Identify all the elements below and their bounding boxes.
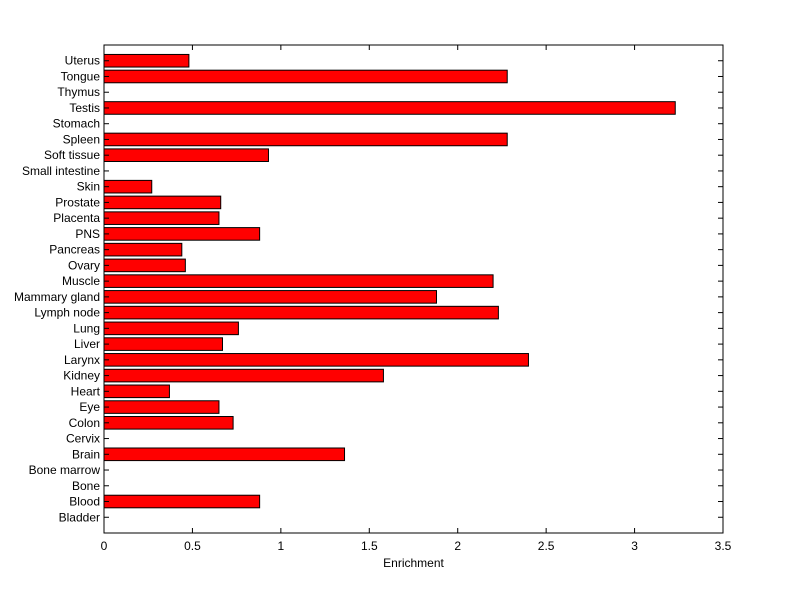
x-tick-label: 3.5	[715, 539, 732, 553]
bar	[103, 211, 220, 225]
y-tick-label: PNS	[75, 227, 100, 241]
x-tick-label: 1	[278, 539, 285, 553]
bar	[103, 494, 261, 509]
y-tick-label: Thymus	[57, 85, 100, 99]
y-tick-label: Ovary	[68, 258, 100, 272]
y-tick-label: Heart	[71, 384, 101, 398]
bar	[103, 258, 186, 273]
bar	[103, 101, 676, 115]
x-tick-label: 2.5	[538, 539, 555, 553]
y-tick-label: Tongue	[61, 69, 101, 83]
bar	[103, 447, 346, 462]
x-tick-label: 3	[631, 539, 638, 553]
y-tick-label: Cervix	[66, 432, 100, 446]
y-tick-label: Placenta	[53, 211, 100, 225]
y-tick-label: Lung	[73, 321, 100, 335]
bar	[103, 416, 234, 430]
y-tick-label: Eye	[79, 400, 100, 414]
y-tick-label: Mammary gland	[14, 290, 100, 304]
y-tick-label: Uterus	[65, 54, 100, 68]
y-tick-label: Bladder	[59, 510, 100, 524]
y-tick-label: Pancreas	[49, 243, 100, 257]
bar	[103, 400, 220, 414]
bar	[103, 132, 508, 147]
bar	[103, 321, 239, 336]
bar	[103, 353, 529, 367]
plot-frame	[103, 44, 724, 534]
y-tick-label: Larynx	[64, 353, 100, 367]
x-ticks: 0 0.5 1 1.5 2 2.5 3 3.5	[101, 45, 732, 553]
y-tick-label: Muscle	[62, 274, 100, 288]
y-tick-label: Lymph node	[34, 306, 100, 320]
x-tick-label: 1.5	[361, 539, 378, 553]
bar	[103, 227, 261, 241]
bar	[103, 242, 183, 257]
bar	[103, 69, 508, 84]
bar	[103, 274, 494, 288]
y-tick-label: Soft tissue	[44, 148, 100, 162]
x-tick-label: 0.5	[184, 539, 201, 553]
bar	[103, 305, 499, 320]
y-tick-label: Liver	[74, 337, 100, 351]
y-tick-label: Kidney	[63, 369, 100, 383]
y-tick-label: Skin	[77, 180, 100, 194]
y-tick-label: Colon	[69, 416, 100, 430]
y-tick-label: Testis	[69, 101, 100, 115]
bar	[103, 384, 170, 399]
bar	[103, 148, 269, 162]
y-tick-label: Bone	[72, 479, 100, 493]
x-tick-label: 0	[101, 539, 108, 553]
y-tick-label: Brain	[72, 447, 100, 461]
x-tick-label: 2	[454, 539, 461, 553]
bar	[103, 195, 222, 210]
y-tick-label: Bone marrow	[29, 463, 101, 477]
bar	[103, 290, 437, 304]
bar	[103, 53, 190, 68]
bar	[103, 179, 153, 194]
y-tick-label: Stomach	[53, 117, 100, 131]
bar	[103, 337, 223, 351]
y-tick-label: Small intestine	[22, 164, 100, 178]
x-axis-label: Enrichment	[383, 556, 444, 570]
bar	[103, 368, 384, 383]
y-tick-label: Prostate	[55, 195, 100, 209]
y-tick-label: Spleen	[63, 132, 100, 146]
y-tick-label: Blood	[69, 495, 100, 509]
